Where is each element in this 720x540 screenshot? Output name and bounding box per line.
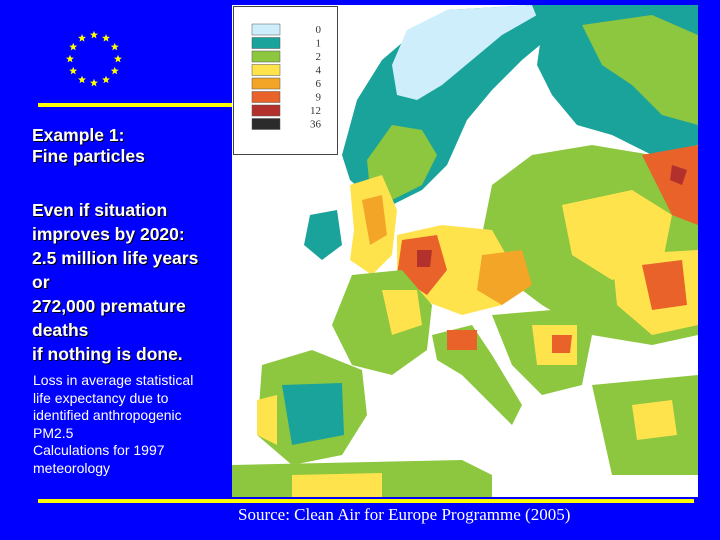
flag-star-icon xyxy=(78,75,86,84)
flag-star-icon xyxy=(102,75,110,84)
caption-line: Calculations for 1997 xyxy=(33,442,165,458)
eu-flag-logo xyxy=(40,22,148,96)
caption-line: life expectancy due to xyxy=(33,389,169,406)
legend-swatch xyxy=(251,104,281,117)
message-line: deaths xyxy=(32,320,89,340)
legend-label: 36 xyxy=(310,119,322,131)
caption-line: Loss in average statistical xyxy=(33,372,194,388)
flag-star-icon xyxy=(69,42,78,51)
heading-line-1: Example 1: xyxy=(32,125,125,145)
legend-label: 6 xyxy=(316,78,322,90)
message-line: Even if situation xyxy=(32,200,168,220)
top-divider-rule xyxy=(38,103,232,107)
caption-line: PM2.5 xyxy=(33,424,74,441)
bottom-divider-rule xyxy=(38,499,694,503)
legend-label: 12 xyxy=(310,105,321,117)
heading-line-2: Fine particles xyxy=(32,146,145,166)
legend-swatch xyxy=(251,37,281,49)
legend-swatch xyxy=(251,91,281,103)
message-line: improves by 2020: xyxy=(32,224,185,244)
legend-label: 1 xyxy=(316,38,322,50)
flag-star-icon xyxy=(69,66,78,75)
flag-star-icon xyxy=(102,34,110,42)
legend-swatch xyxy=(251,77,281,90)
legend-label: 0 xyxy=(316,24,322,36)
flag-star-icon xyxy=(110,66,119,75)
flag-star-icon xyxy=(90,30,98,39)
message-line: or xyxy=(32,272,50,292)
caption-line: identified anthropogenic xyxy=(33,407,182,423)
flag-star-icon xyxy=(110,42,119,51)
flag-star-icon xyxy=(66,54,74,63)
legend-swatch xyxy=(251,23,281,36)
key-message: Even if situation improves by 2020: 2.5 … xyxy=(32,198,232,366)
flag-star-icon xyxy=(114,54,122,63)
message-line: 272,000 premature xyxy=(32,296,186,316)
message-line: 2.5 million life years xyxy=(32,248,199,268)
legend-label: 4 xyxy=(316,65,322,77)
map-caption: Loss in average statistical life expecta… xyxy=(33,372,229,477)
slide-heading: Example 1: Fine particles xyxy=(32,125,232,167)
flag-star-icon xyxy=(90,78,98,87)
source-credit: Source: Clean Air for Europe Programme (… xyxy=(238,505,571,524)
flag-star-icon xyxy=(78,34,86,42)
message-line: if nothing is done. xyxy=(32,344,183,364)
legend-swatch xyxy=(251,64,281,76)
map-legend: 0 1 2 4 6 9 12 36 xyxy=(233,6,338,155)
legend-label: 9 xyxy=(316,92,322,104)
legend-swatch xyxy=(251,50,281,63)
caption-line: meteorology xyxy=(33,459,111,476)
legend-label: 2 xyxy=(316,51,322,63)
legend-swatch xyxy=(251,118,281,130)
